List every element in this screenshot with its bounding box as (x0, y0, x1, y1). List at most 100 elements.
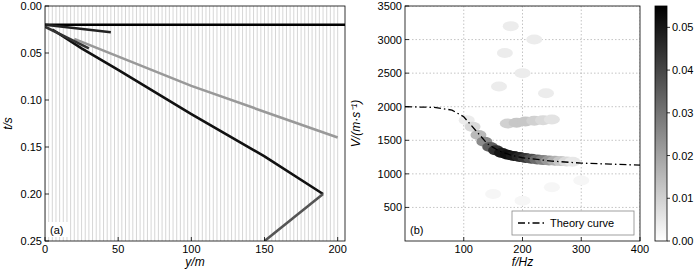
trace (260, 6, 261, 241)
trace (337, 6, 338, 241)
trace (323, 6, 324, 241)
figure: 0501001502000.000.050.100.150.200.25y/mt… (0, 0, 700, 270)
grid-line (405, 140, 640, 141)
trace (165, 6, 166, 241)
tick-label: 150 (255, 243, 273, 255)
tick (405, 106, 409, 107)
trace (286, 6, 287, 241)
series-line (45, 27, 89, 49)
trace (246, 6, 247, 241)
tick (405, 6, 409, 7)
trace (271, 6, 272, 241)
tick-label: 200 (329, 243, 347, 255)
colorbar-label: 0.01 (672, 192, 693, 204)
trace (63, 6, 64, 241)
grid-line (581, 6, 582, 241)
series-line (52, 30, 323, 195)
trace (191, 6, 192, 241)
tick (405, 207, 409, 208)
trace (202, 6, 203, 241)
tick (264, 237, 265, 241)
colorbar-tick (667, 198, 670, 199)
trace (59, 6, 60, 241)
trace (96, 6, 97, 241)
tick (405, 73, 409, 74)
tick-label: 3500 (378, 0, 402, 12)
trace (66, 6, 67, 241)
tick (405, 173, 409, 174)
tick-label: 0.00 (21, 0, 42, 12)
trace (121, 6, 122, 241)
trace (88, 6, 89, 241)
trace (290, 6, 291, 241)
trace (114, 6, 115, 241)
trace (249, 6, 250, 241)
legend-swatch (518, 222, 544, 223)
y-axis-label: t/s (1, 117, 15, 130)
trace (253, 6, 254, 241)
tick-label: 2500 (378, 67, 402, 79)
trace (158, 6, 159, 241)
trace (319, 6, 320, 241)
trace (326, 6, 327, 241)
panel-label: (a) (50, 224, 63, 236)
panel-label: (b) (410, 224, 423, 236)
trace (264, 6, 265, 241)
tick-label: 100 (182, 243, 200, 255)
colorbar-label: 0.04 (672, 64, 693, 76)
tick-label: 0.05 (21, 47, 42, 59)
tick-label: 0.15 (21, 141, 42, 153)
frame (45, 6, 345, 241)
trace (118, 6, 119, 241)
trace (279, 6, 280, 241)
legend: Theory curve (512, 211, 634, 235)
tick (405, 140, 409, 141)
x-axis-label: y/m (184, 255, 204, 269)
trace (187, 6, 188, 241)
trace (48, 6, 49, 241)
tick-label: 0.20 (21, 188, 42, 200)
trace (216, 6, 217, 241)
trace (238, 6, 239, 241)
trace (334, 6, 335, 241)
colorbar-label: 0.00 (672, 235, 693, 247)
trace (151, 6, 152, 241)
trace (224, 6, 225, 241)
tick (45, 241, 49, 242)
tick (640, 237, 641, 241)
tick (45, 147, 49, 148)
grid-line (405, 106, 640, 107)
trace (173, 6, 174, 241)
tick (45, 237, 46, 241)
heat-cell (544, 114, 560, 124)
trace (184, 6, 185, 241)
panel-label-bg (408, 222, 430, 237)
series-line (45, 23, 345, 26)
grid-line (405, 39, 640, 40)
heat-cell (544, 182, 560, 192)
colorbar-tick (667, 112, 670, 113)
trace (107, 6, 108, 241)
colorbar-tick (667, 70, 670, 71)
trace (52, 6, 53, 241)
tick (45, 194, 49, 195)
trace (103, 6, 104, 241)
tick-label: 400 (631, 243, 649, 255)
panel-label-bg (48, 222, 70, 237)
tick-label: 100 (455, 243, 473, 255)
trace (180, 6, 181, 241)
colorbar-tick (667, 27, 670, 28)
grid-line (405, 173, 640, 174)
x-axis-label: f/Hz (512, 255, 533, 269)
tick-label: 0 (42, 243, 48, 255)
colorbar-label: 0.05 (672, 21, 693, 33)
colorbar-label: 0.03 (672, 107, 693, 119)
trace (92, 6, 93, 241)
tick (522, 237, 523, 241)
colorbar-tick (667, 155, 670, 156)
heat-cell (515, 196, 531, 206)
tick (581, 237, 582, 241)
trace (125, 6, 126, 241)
trace (315, 6, 316, 241)
tick-label: 1500 (378, 134, 402, 146)
